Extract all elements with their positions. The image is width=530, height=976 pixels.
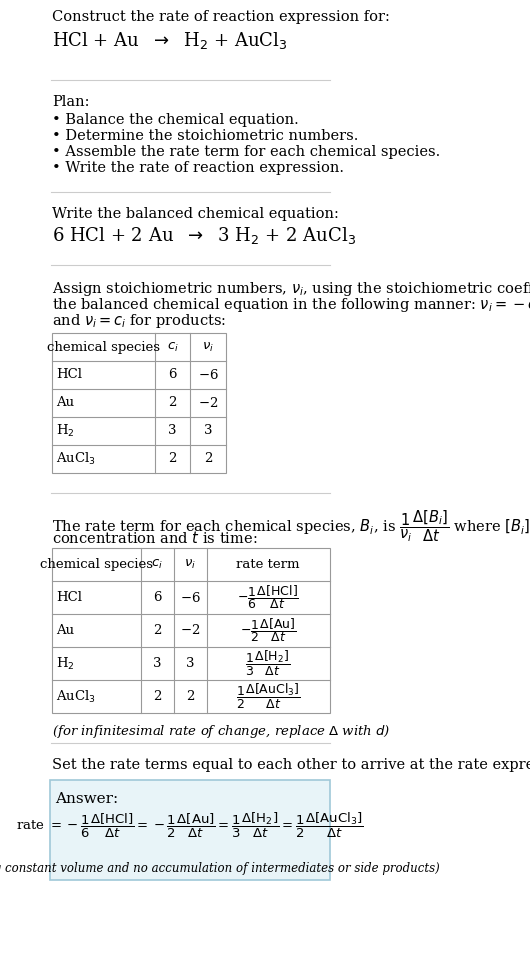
- Text: 2: 2: [168, 453, 176, 466]
- Text: $\nu_i$: $\nu_i$: [202, 341, 214, 353]
- Text: $c_i$: $c_i$: [152, 558, 163, 571]
- Bar: [52, 548, 330, 713]
- Bar: [52, 333, 226, 473]
- Text: $-$6: $-$6: [198, 368, 218, 382]
- Text: Plan:: Plan:: [52, 95, 90, 109]
- Text: Au: Au: [56, 624, 74, 637]
- Text: H$_2$: H$_2$: [56, 423, 75, 439]
- Text: $\nu_i$: $\nu_i$: [184, 558, 196, 571]
- Text: 3: 3: [186, 657, 195, 670]
- Text: HCl: HCl: [56, 369, 82, 382]
- Text: The rate term for each chemical species, $B_i$, is $\dfrac{1}{\nu_i}\dfrac{\Delt: The rate term for each chemical species,…: [52, 508, 530, 544]
- Text: 2: 2: [153, 690, 162, 703]
- Text: 2: 2: [153, 624, 162, 637]
- Text: Assign stoichiometric numbers, $\nu_i$, using the stoichiometric coefficients, $: Assign stoichiometric numbers, $\nu_i$, …: [52, 280, 530, 298]
- Text: 6: 6: [153, 591, 162, 604]
- Text: 2: 2: [168, 396, 176, 410]
- Text: • Write the rate of reaction expression.: • Write the rate of reaction expression.: [52, 161, 344, 175]
- Text: the balanced chemical equation in the following manner: $\nu_i = -c_i$ for react: the balanced chemical equation in the fo…: [52, 296, 530, 314]
- Text: 3: 3: [204, 425, 212, 437]
- Text: $-\dfrac{1}{6}\dfrac{\Delta[\mathrm{HCl}]}{\Delta t}$: $-\dfrac{1}{6}\dfrac{\Delta[\mathrm{HCl}…: [237, 584, 299, 611]
- Text: concentration and $t$ is time:: concentration and $t$ is time:: [52, 530, 258, 546]
- Text: chemical species: chemical species: [40, 558, 153, 571]
- Text: • Determine the stoichiometric numbers.: • Determine the stoichiometric numbers.: [52, 129, 358, 143]
- Text: Answer:: Answer:: [55, 792, 118, 806]
- Text: HCl + Au  $\rightarrow$  H$_2$ + AuCl$_3$: HCl + Au $\rightarrow$ H$_2$ + AuCl$_3$: [52, 30, 287, 51]
- Text: 2: 2: [204, 453, 212, 466]
- Text: $\dfrac{1}{2}\dfrac{\Delta[\mathrm{AuCl_3}]}{\Delta t}$: $\dfrac{1}{2}\dfrac{\Delta[\mathrm{AuCl_…: [236, 682, 301, 711]
- Text: Au: Au: [56, 396, 74, 410]
- Text: $c_i$: $c_i$: [166, 341, 178, 353]
- Text: 3: 3: [153, 657, 162, 670]
- Text: $-$6: $-$6: [180, 590, 200, 604]
- Text: AuCl$_3$: AuCl$_3$: [56, 451, 96, 468]
- FancyBboxPatch shape: [50, 780, 330, 880]
- Text: (assuming constant volume and no accumulation of intermediates or side products): (assuming constant volume and no accumul…: [0, 862, 439, 875]
- Text: rate $= -\dfrac{1}{6}\dfrac{\Delta[\mathrm{HCl}]}{\Delta t} = -\dfrac{1}{2}\dfra: rate $= -\dfrac{1}{6}\dfrac{\Delta[\math…: [16, 810, 364, 839]
- Text: 2: 2: [186, 690, 195, 703]
- Text: H$_2$: H$_2$: [56, 656, 75, 671]
- Text: and $\nu_i = c_i$ for products:: and $\nu_i = c_i$ for products:: [52, 312, 226, 330]
- Text: 6: 6: [168, 369, 176, 382]
- Text: • Balance the chemical equation.: • Balance the chemical equation.: [52, 113, 298, 127]
- Text: • Assemble the rate term for each chemical species.: • Assemble the rate term for each chemic…: [52, 145, 440, 159]
- Text: (for infinitesimal rate of change, replace $\Delta$ with $d$): (for infinitesimal rate of change, repla…: [52, 723, 390, 740]
- Text: $-\dfrac{1}{2}\dfrac{\Delta[\mathrm{Au}]}{\Delta t}$: $-\dfrac{1}{2}\dfrac{\Delta[\mathrm{Au}]…: [240, 617, 296, 644]
- Text: 6 HCl + 2 Au  $\rightarrow$  3 H$_2$ + 2 AuCl$_3$: 6 HCl + 2 Au $\rightarrow$ 3 H$_2$ + 2 A…: [52, 225, 356, 246]
- Text: rate term: rate term: [236, 558, 300, 571]
- Text: HCl: HCl: [56, 591, 82, 604]
- Text: Set the rate terms equal to each other to arrive at the rate expression:: Set the rate terms equal to each other t…: [52, 758, 530, 772]
- Text: $\dfrac{1}{3}\dfrac{\Delta[\mathrm{H_2}]}{\Delta t}$: $\dfrac{1}{3}\dfrac{\Delta[\mathrm{H_2}]…: [245, 649, 291, 678]
- Text: chemical species: chemical species: [47, 341, 160, 353]
- Text: AuCl$_3$: AuCl$_3$: [56, 688, 96, 705]
- Text: Construct the rate of reaction expression for:: Construct the rate of reaction expressio…: [52, 10, 390, 24]
- Text: 3: 3: [168, 425, 176, 437]
- Text: $-$2: $-$2: [198, 396, 218, 410]
- Text: $-$2: $-$2: [180, 624, 200, 637]
- Text: Write the balanced chemical equation:: Write the balanced chemical equation:: [52, 207, 339, 221]
